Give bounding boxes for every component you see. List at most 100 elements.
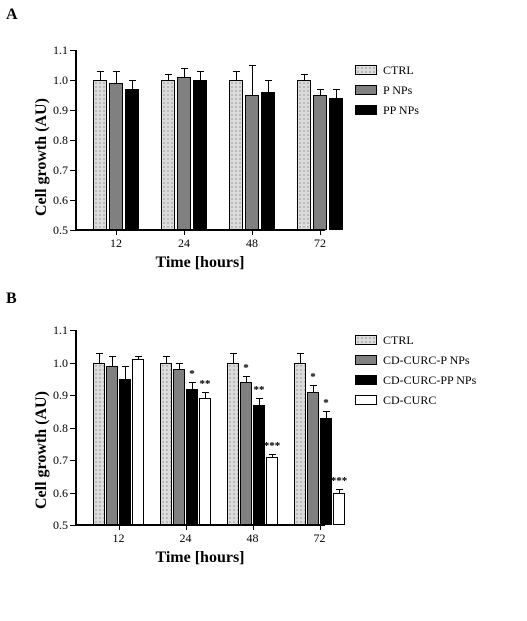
legend-label: CD-CURC-P NPs bbox=[383, 353, 470, 368]
error-cap bbox=[301, 74, 308, 75]
x-tick bbox=[116, 230, 117, 235]
plot-area bbox=[75, 50, 325, 230]
error-bar bbox=[116, 71, 117, 83]
bar bbox=[266, 457, 278, 525]
bar bbox=[313, 95, 327, 230]
bar bbox=[132, 359, 144, 525]
significance-marker: *** bbox=[262, 440, 282, 452]
x-tick bbox=[252, 230, 253, 235]
error-bar bbox=[236, 71, 237, 80]
y-axis bbox=[75, 330, 77, 525]
bar bbox=[245, 95, 259, 230]
significance-marker: ** bbox=[195, 378, 215, 390]
y-axis-label: Cell growth (AU) bbox=[33, 391, 51, 509]
x-tick bbox=[320, 525, 321, 530]
error-cap bbox=[230, 353, 237, 354]
error-cap bbox=[96, 353, 103, 354]
bar bbox=[109, 83, 123, 230]
x-tick-label: 24 bbox=[172, 236, 196, 251]
legend-swatch bbox=[355, 335, 377, 345]
significance-marker: * bbox=[316, 397, 336, 409]
x-tick bbox=[119, 525, 120, 530]
y-tick bbox=[70, 80, 75, 81]
legend-label: CD-CURC bbox=[383, 393, 436, 408]
legend-swatch bbox=[355, 395, 377, 405]
error-cap bbox=[256, 398, 263, 399]
error-cap bbox=[333, 89, 340, 90]
y-tick bbox=[70, 493, 75, 494]
x-tick-label: 48 bbox=[240, 236, 264, 251]
error-cap bbox=[249, 65, 256, 66]
error-cap bbox=[310, 385, 317, 386]
significance-marker: *** bbox=[329, 475, 349, 487]
x-tick-label: 12 bbox=[107, 531, 131, 546]
plot-area bbox=[75, 330, 325, 525]
error-cap bbox=[163, 356, 170, 357]
error-cap bbox=[269, 454, 276, 455]
error-bar bbox=[336, 89, 337, 98]
error-cap bbox=[129, 80, 136, 81]
y-tick bbox=[70, 200, 75, 201]
legend-swatch bbox=[355, 375, 377, 385]
y-tick bbox=[70, 525, 75, 526]
y-tick-label: 1.0 bbox=[40, 356, 68, 371]
bar bbox=[240, 382, 252, 525]
error-cap bbox=[97, 71, 104, 72]
x-tick-label: 24 bbox=[174, 531, 198, 546]
x-tick-label: 72 bbox=[308, 236, 332, 251]
error-cap bbox=[122, 366, 129, 367]
x-tick bbox=[320, 230, 321, 235]
error-bar bbox=[268, 80, 269, 92]
bar bbox=[227, 363, 239, 526]
error-cap bbox=[135, 356, 142, 357]
y-tick bbox=[70, 428, 75, 429]
error-cap bbox=[109, 356, 116, 357]
error-cap bbox=[113, 71, 120, 72]
error-bar bbox=[200, 71, 201, 80]
y-tick-label: 1.0 bbox=[40, 73, 68, 88]
error-cap bbox=[243, 376, 250, 377]
bar bbox=[297, 80, 311, 230]
significance-marker: ** bbox=[249, 384, 269, 396]
bar bbox=[186, 389, 198, 526]
y-tick-label: 1.1 bbox=[40, 43, 68, 58]
error-cap bbox=[176, 363, 183, 364]
y-tick bbox=[70, 363, 75, 364]
legend-swatch bbox=[355, 65, 377, 75]
legend-swatch bbox=[355, 105, 377, 115]
significance-marker: * bbox=[236, 362, 256, 374]
error-cap bbox=[265, 80, 272, 81]
bar bbox=[261, 92, 275, 230]
bar bbox=[320, 418, 332, 525]
bar bbox=[329, 98, 343, 230]
error-bar bbox=[300, 353, 301, 363]
bar bbox=[161, 80, 175, 230]
y-tick-label: 1.1 bbox=[40, 323, 68, 338]
legend-label: PP NPs bbox=[383, 103, 419, 118]
x-tick-label: 48 bbox=[241, 531, 265, 546]
bar bbox=[294, 363, 306, 526]
y-tick-label: 0.5 bbox=[40, 518, 68, 533]
y-tick bbox=[70, 170, 75, 171]
error-cap bbox=[336, 489, 343, 490]
y-tick bbox=[70, 460, 75, 461]
bar bbox=[307, 392, 319, 525]
bar bbox=[333, 493, 345, 526]
error-cap bbox=[297, 353, 304, 354]
y-tick bbox=[70, 230, 75, 231]
legend-swatch bbox=[355, 355, 377, 365]
x-axis-label: Time [hours] bbox=[75, 549, 325, 567]
y-axis bbox=[75, 50, 77, 230]
error-cap bbox=[323, 411, 330, 412]
error-cap bbox=[181, 68, 188, 69]
legend-swatch bbox=[355, 85, 377, 95]
error-cap bbox=[197, 71, 204, 72]
bar bbox=[119, 379, 131, 525]
y-tick bbox=[70, 395, 75, 396]
error-bar bbox=[112, 356, 113, 366]
legend-label: CD-CURC-PP NPs bbox=[383, 373, 476, 388]
bar bbox=[199, 398, 211, 525]
error-bar bbox=[125, 366, 126, 379]
x-axis-label: Time [hours] bbox=[75, 254, 325, 272]
bar bbox=[160, 363, 172, 526]
